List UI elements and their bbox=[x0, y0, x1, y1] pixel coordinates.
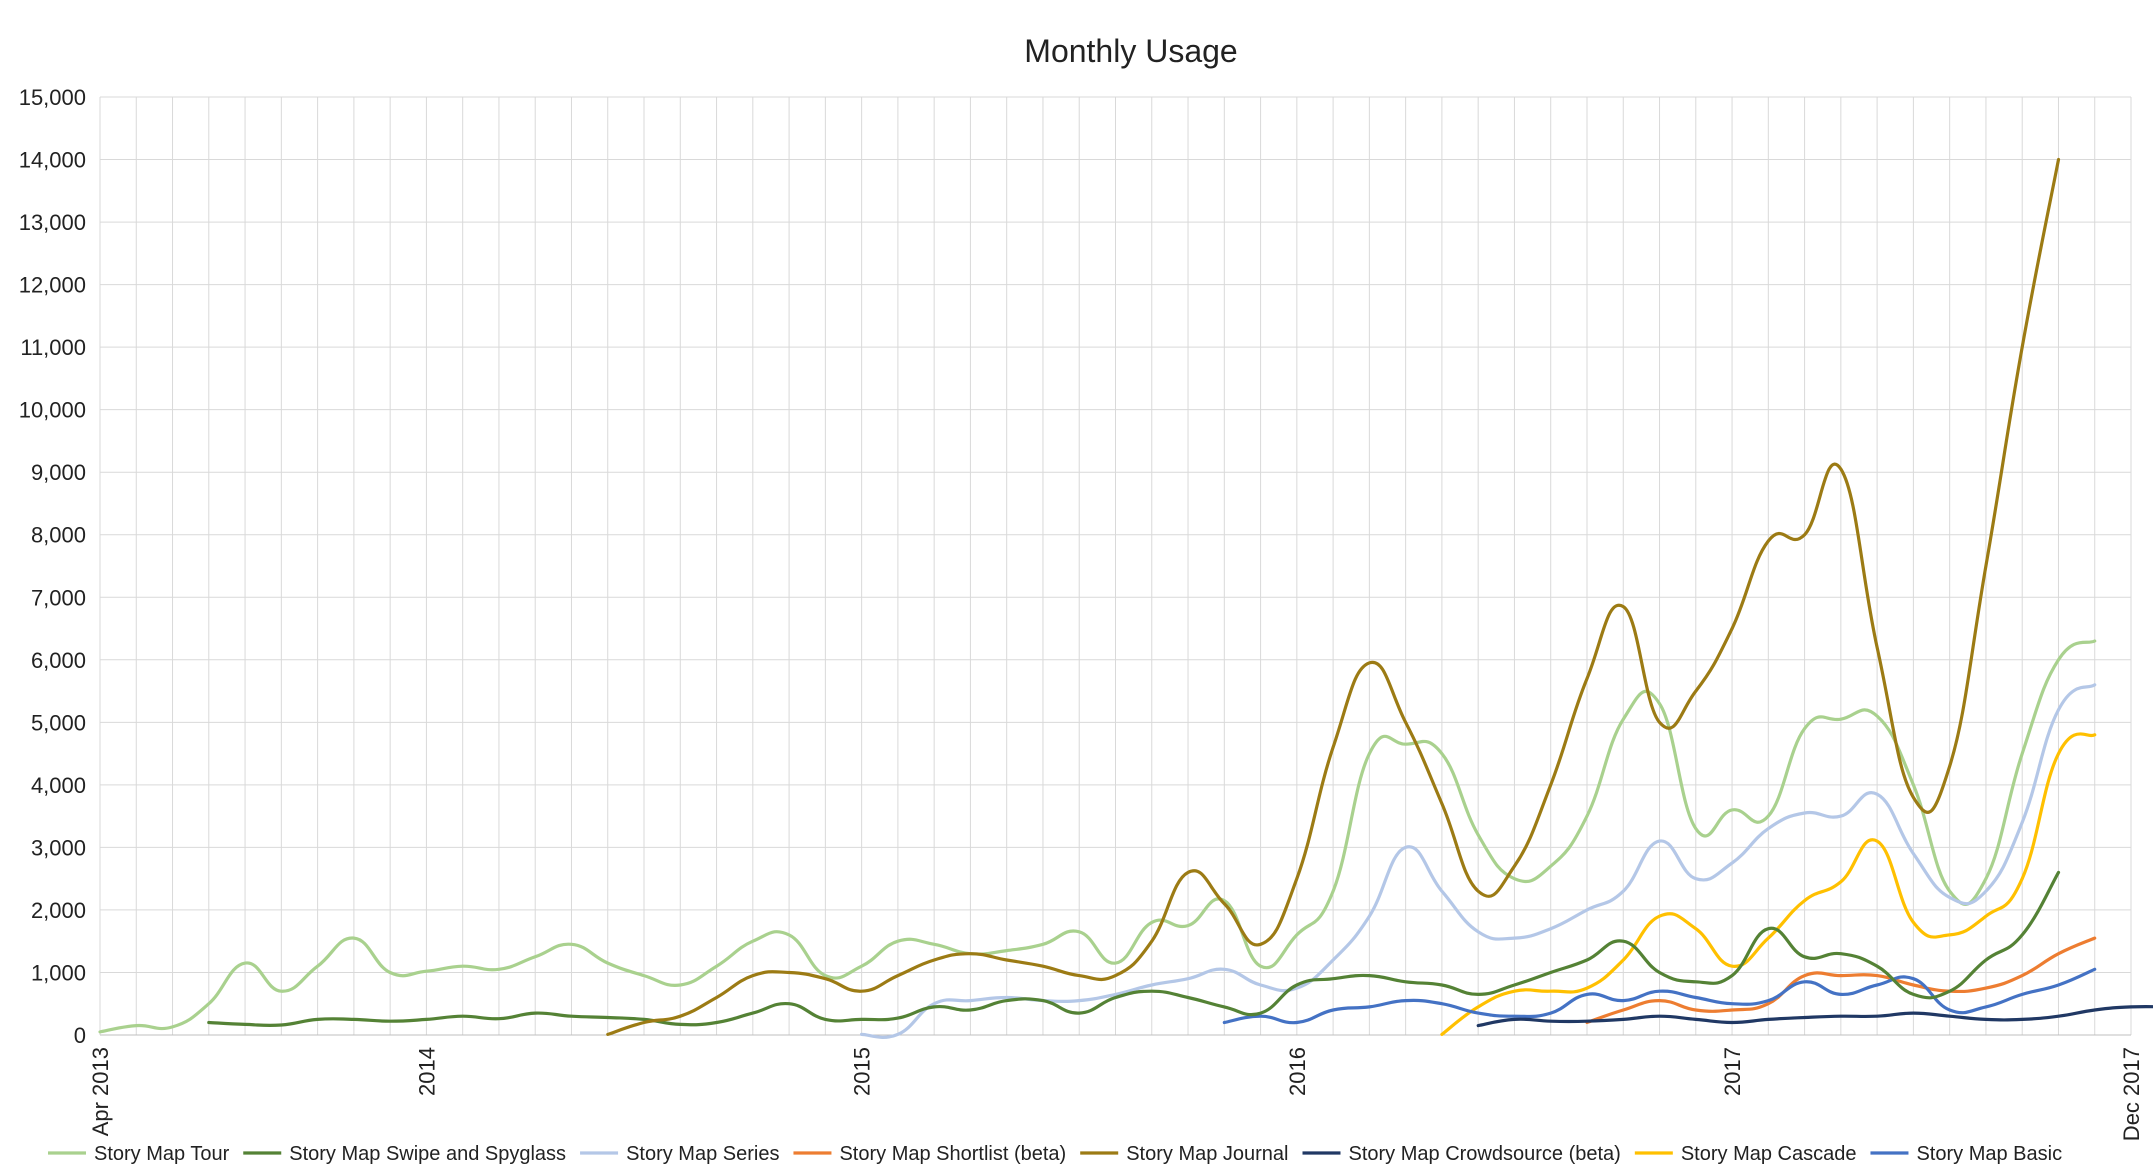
x-axis-tick-labels: Apr 2013 2014 2015 2016 2017 Dec 2017 bbox=[88, 1047, 2144, 1141]
series-line-story-map-basic bbox=[1222, 967, 2097, 1025]
y-tick-label: 9,000 bbox=[31, 460, 86, 485]
legend-label-story-map-cascade: Story Map Cascade bbox=[1681, 1143, 1857, 1165]
legend-label-story-map-basic: Story Map Basic bbox=[1916, 1143, 2062, 1165]
legend-label-story-map-crowdsource-beta: Story Map Crowdsource (beta) bbox=[1349, 1143, 1621, 1165]
y-tick-label: 2,000 bbox=[31, 898, 86, 923]
x-tick-label: 2014 bbox=[414, 1047, 439, 1096]
y-tick-label: 0 bbox=[74, 1023, 86, 1048]
y-tick-label: 11,000 bbox=[20, 335, 86, 360]
legend-label-story-map-journal: Story Map Journal bbox=[1126, 1143, 1288, 1165]
y-axis-tick-labels: 0 1,000 2,000 3,000 4,000 5,000 6,000 7,000 8,00… bbox=[19, 85, 86, 1048]
y-tick-label: 5,000 bbox=[31, 710, 86, 735]
y-tick-label: 10,000 bbox=[19, 398, 86, 423]
y-tick-label: 13,000 bbox=[19, 210, 86, 235]
x-tick-label: 2017 bbox=[1720, 1047, 1745, 1096]
series-line-story-map-series bbox=[860, 683, 2097, 1039]
legend-label-story-map-tour: Story Map Tour bbox=[94, 1143, 230, 1165]
legend: Story Map Tour Story Map Swipe and Spygla… bbox=[48, 1143, 2062, 1165]
gridlines bbox=[99, 96, 2132, 1036]
series-line-story-map-journal bbox=[606, 157, 2061, 1036]
series-line-story-map-cascade bbox=[1440, 732, 2097, 1036]
y-tick-label: 12,000 bbox=[19, 273, 86, 298]
y-tick-label: 8,000 bbox=[31, 523, 86, 548]
y-tick-label: 7,000 bbox=[31, 585, 86, 610]
series-line-story-map-crowdsource-beta bbox=[1476, 1004, 2153, 1028]
chart-title: Monthly Usage bbox=[1024, 33, 1237, 69]
series-lines bbox=[98, 157, 2153, 1039]
series-line-story-map-shortlist-beta bbox=[1585, 936, 2097, 1025]
legend-label-story-map-series: Story Map Series bbox=[626, 1143, 779, 1165]
legend-label-story-map-swipe-and-spyglass: Story Map Swipe and Spyglass bbox=[289, 1143, 566, 1165]
x-tick-label: 2016 bbox=[1285, 1047, 1310, 1096]
x-tick-label: 2015 bbox=[850, 1047, 875, 1096]
legend-label-story-map-shortlist-beta: Story Map Shortlist (beta) bbox=[839, 1143, 1066, 1165]
y-tick-label: 3,000 bbox=[31, 835, 86, 860]
x-tick-label: Dec 2017 bbox=[2119, 1047, 2144, 1141]
series-line-story-map-tour bbox=[98, 639, 2097, 1034]
y-tick-label: 6,000 bbox=[31, 648, 86, 673]
y-tick-label: 14,000 bbox=[19, 148, 86, 173]
y-tick-label: 15,000 bbox=[19, 85, 86, 110]
series-line-story-map-swipe-and-spyglass bbox=[207, 870, 2061, 1028]
y-tick-label: 1,000 bbox=[31, 960, 86, 985]
y-tick-label: 4,000 bbox=[31, 773, 86, 798]
x-tick-label: Apr 2013 bbox=[88, 1047, 113, 1136]
